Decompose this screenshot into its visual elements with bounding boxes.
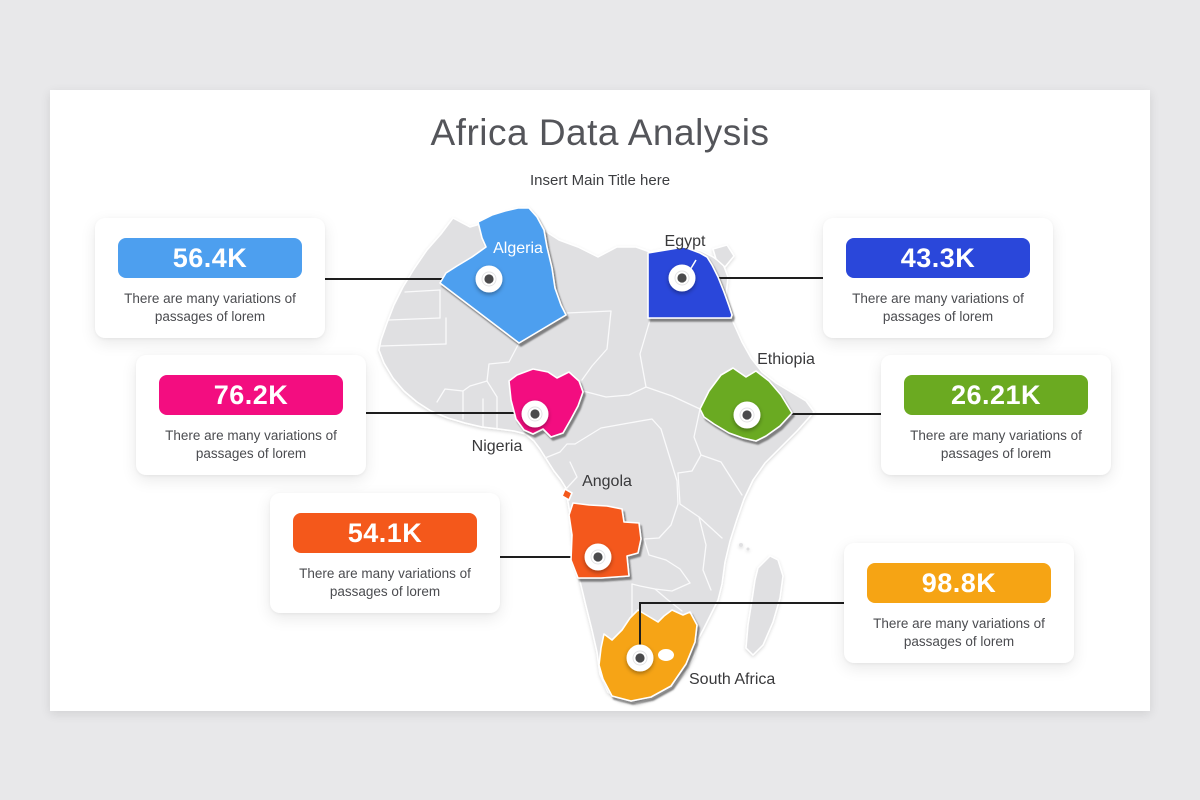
stat-card-algeria[interactable]: 56.4K There are many variations of passa… bbox=[95, 218, 325, 338]
value-badge-ethiopia: 26.21K bbox=[904, 375, 1088, 415]
page-subtitle: Insert Main Title here bbox=[529, 172, 671, 189]
map-pin-angola[interactable] bbox=[584, 543, 612, 571]
card-description-ethiopia: There are many variations of passages of… bbox=[910, 428, 1082, 461]
card-description-nigeria: There are many variations of passages of… bbox=[165, 428, 337, 461]
country-label-south-africa: South Africa bbox=[689, 671, 775, 688]
stat-card-south-africa[interactable]: 98.8K There are many variations of passa… bbox=[844, 543, 1074, 663]
country-angola-cabinda[interactable] bbox=[561, 488, 573, 501]
card-description-egypt: There are many variations of passages of… bbox=[852, 291, 1024, 324]
continent-group bbox=[378, 206, 815, 704]
madagascar-shape bbox=[745, 555, 784, 657]
comoros-island-icon bbox=[739, 543, 743, 547]
map-pin-nigeria[interactable] bbox=[521, 400, 549, 428]
country-label-nigeria: Nigeria bbox=[472, 438, 523, 455]
map-pins bbox=[475, 264, 761, 672]
card-description-angola: There are many variations of passages of… bbox=[299, 566, 471, 599]
map-pin-algeria[interactable] bbox=[475, 265, 503, 293]
country-labels: Algeria Egypt Ethiopia Nigeria Angola So… bbox=[472, 233, 815, 688]
map-pin-ethiopia[interactable] bbox=[733, 401, 761, 429]
comoros-island-icon bbox=[746, 547, 750, 551]
country-label-egypt: Egypt bbox=[665, 233, 706, 250]
stat-card-egypt[interactable]: 43.3K There are many variations of passa… bbox=[823, 218, 1053, 338]
map-pin-egypt[interactable] bbox=[668, 264, 696, 292]
value-badge-angola: 54.1K bbox=[293, 513, 477, 553]
stat-card-angola[interactable]: 54.1K There are many variations of passa… bbox=[270, 493, 500, 613]
value-badge-south-africa: 98.8K bbox=[867, 563, 1051, 603]
value-badge-nigeria: 76.2K bbox=[159, 375, 343, 415]
internal-borders bbox=[379, 251, 743, 617]
continent-shape bbox=[378, 206, 815, 704]
map-pin-south-africa[interactable] bbox=[626, 644, 654, 672]
value-badge-algeria: 56.4K bbox=[118, 238, 302, 278]
stat-card-nigeria[interactable]: 76.2K There are many variations of passa… bbox=[136, 355, 366, 475]
stat-card-ethiopia[interactable]: 26.21K There are many variations of pass… bbox=[881, 355, 1111, 475]
country-algeria[interactable] bbox=[439, 207, 567, 344]
country-label-ethiopia: Ethiopia bbox=[757, 351, 815, 368]
country-label-algeria: Algeria bbox=[493, 240, 543, 257]
lesotho-hole-icon bbox=[658, 649, 674, 661]
page-title: Africa Data Analysis bbox=[430, 112, 770, 153]
country-label-angola: Angola bbox=[582, 473, 632, 490]
card-description-south-africa: There are many variations of passages of… bbox=[873, 616, 1045, 649]
value-badge-egypt: 43.3K bbox=[846, 238, 1030, 278]
sinai-shape bbox=[712, 244, 735, 269]
card-description-algeria: There are many variations of passages of… bbox=[124, 291, 296, 324]
